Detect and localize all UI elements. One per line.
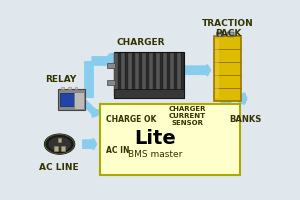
Circle shape (44, 134, 75, 154)
FancyBboxPatch shape (114, 53, 118, 96)
FancyBboxPatch shape (227, 32, 234, 37)
Text: BANKS: BANKS (230, 115, 262, 124)
Text: BMS master: BMS master (128, 150, 182, 159)
Circle shape (48, 136, 71, 152)
FancyBboxPatch shape (55, 146, 58, 151)
FancyBboxPatch shape (68, 87, 70, 89)
FancyBboxPatch shape (128, 53, 132, 96)
FancyBboxPatch shape (75, 87, 77, 89)
FancyBboxPatch shape (61, 87, 64, 89)
Text: AC LINE: AC LINE (39, 163, 78, 172)
FancyBboxPatch shape (114, 52, 184, 98)
FancyBboxPatch shape (60, 93, 74, 106)
FancyBboxPatch shape (217, 32, 224, 37)
FancyBboxPatch shape (170, 53, 174, 96)
FancyBboxPatch shape (149, 53, 153, 96)
FancyBboxPatch shape (156, 53, 160, 96)
Text: CHARGER
CURRENT
SENSOR: CHARGER CURRENT SENSOR (169, 106, 206, 126)
FancyBboxPatch shape (61, 146, 65, 151)
Text: AC IN: AC IN (106, 146, 130, 155)
FancyBboxPatch shape (107, 63, 116, 68)
Text: CHARGER: CHARGER (117, 38, 165, 47)
FancyBboxPatch shape (135, 53, 139, 96)
FancyBboxPatch shape (100, 104, 240, 175)
FancyBboxPatch shape (114, 89, 184, 98)
FancyBboxPatch shape (121, 53, 125, 96)
FancyBboxPatch shape (142, 53, 146, 96)
Text: TRACTION
PACK: TRACTION PACK (202, 19, 254, 38)
FancyBboxPatch shape (215, 39, 219, 98)
Text: CHARGE OK: CHARGE OK (106, 115, 157, 124)
FancyBboxPatch shape (107, 80, 116, 85)
FancyBboxPatch shape (177, 53, 181, 96)
FancyBboxPatch shape (58, 89, 85, 110)
FancyBboxPatch shape (74, 92, 84, 109)
Text: Lite: Lite (134, 129, 176, 148)
FancyBboxPatch shape (58, 138, 61, 142)
FancyBboxPatch shape (163, 53, 167, 96)
FancyBboxPatch shape (214, 36, 241, 101)
Text: RELAY: RELAY (45, 75, 76, 84)
